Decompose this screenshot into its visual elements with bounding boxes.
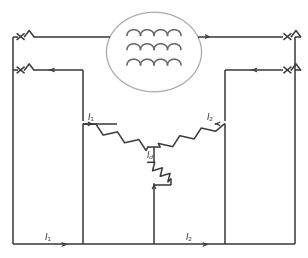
Text: $I_1$: $I_1$ [44, 232, 52, 244]
Text: $I_2$: $I_2$ [206, 111, 214, 124]
Text: $I_1$: $I_1$ [87, 111, 95, 124]
Text: $I_d$: $I_d$ [146, 149, 155, 162]
Text: $I_2$: $I_2$ [185, 232, 193, 244]
